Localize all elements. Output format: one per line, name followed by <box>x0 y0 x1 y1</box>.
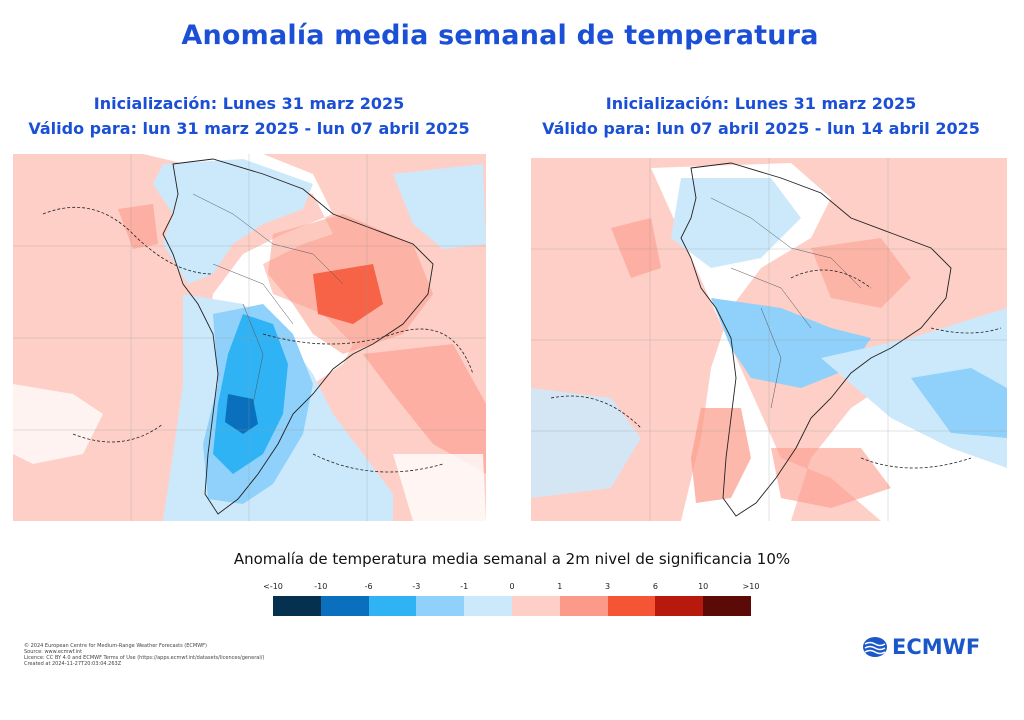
ecmwf-logo[interactable]: ECMWF <box>862 634 980 660</box>
legend-tick-label: -3 <box>412 582 421 591</box>
legend-swatch <box>368 596 417 616</box>
neutral-area-pacific <box>13 384 103 464</box>
credits: © 2024 European Centre for Medium-Range … <box>24 643 264 667</box>
legend-tick-label: <-10 <box>263 582 283 591</box>
legend-swatch <box>655 596 704 616</box>
ecmwf-logo-text: ECMWF <box>892 635 981 659</box>
significance-contours <box>550 269 1002 469</box>
warm-area-south-atlantic <box>771 448 891 508</box>
legend-tick-label: 6 <box>652 582 658 591</box>
cool-area-pacific <box>531 388 641 498</box>
panel-2-valid: Válido para: lun 07 abril 2025 - lun 14 … <box>542 119 980 138</box>
warm-area-atlantic <box>363 344 486 474</box>
ecmwf-logo-icon <box>863 637 887 657</box>
legend-tick-label: 10 <box>698 582 709 591</box>
map-grid <box>13 154 486 521</box>
legend-swatch <box>559 596 608 616</box>
warm-area-patagonia <box>691 408 751 503</box>
country-borders <box>192 193 344 405</box>
hot-area-brazil <box>313 264 383 324</box>
legend-swatch <box>273 596 321 616</box>
legend-labels: <-10 -10 -6 -3 -1 0 1 3 6 10 >10 <box>263 582 759 594</box>
neutral-area-sw-atlantic <box>393 454 486 521</box>
warm-area-pacific <box>611 218 661 278</box>
legend-tick-label: -10 <box>314 582 328 591</box>
legend-swatch <box>511 596 560 616</box>
legend-colorbar <box>273 596 751 616</box>
anomaly-map-week-1 <box>13 154 486 521</box>
legend-swatch <box>607 596 656 616</box>
significance-contours <box>42 206 474 473</box>
legend-tick-label: 0 <box>509 582 515 591</box>
legend-tick-label: -1 <box>460 582 469 591</box>
cool-area-north <box>153 159 313 284</box>
legend-title: Anomalía de temperatura media semanal a … <box>233 550 791 568</box>
credit-line: Licence: CC BY 4.0 and ECMWF Terms of Us… <box>24 655 265 661</box>
credit-line: Created at 2024-11-27T20:03:04.263Z <box>24 661 122 667</box>
credit-line: © 2024 European Centre for Medium-Range … <box>24 643 207 649</box>
panel-1-init: Inicialización: Lunes 31 marz 2025 <box>93 94 405 113</box>
legend-swatch <box>320 596 369 616</box>
cold-area-argentina <box>213 314 288 474</box>
map-week-1-svg <box>13 154 486 521</box>
panel-2-init: Inicialización: Lunes 31 marz 2025 <box>605 94 917 113</box>
warm-area-pacific <box>118 204 158 249</box>
anomaly-map-week-2 <box>531 158 1007 521</box>
south-america-outline <box>680 162 952 517</box>
warm-area-brazil <box>811 238 911 308</box>
map-grid <box>531 158 1007 521</box>
credit-line: Source: www.ecmwf.int <box>24 649 83 655</box>
cool-area-atlantic-north <box>393 164 486 249</box>
panel-2-header: Inicialización: Lunes 31 marz 2025 Válid… <box>522 91 1000 141</box>
cool-area-north <box>671 178 801 268</box>
panel-1-valid: Válido para: lun 31 marz 2025 - lun 07 a… <box>28 119 470 138</box>
legend-swatch <box>464 596 512 616</box>
page-title: Anomalía media semanal de temperatura <box>181 20 819 51</box>
legend-swatch <box>703 596 751 616</box>
legend-tick-label: >10 <box>742 582 760 591</box>
panel-1-header: Inicialización: Lunes 31 marz 2025 Válid… <box>10 91 488 141</box>
very-cold-area <box>225 394 258 434</box>
legend-tick-label: 1 <box>557 582 563 591</box>
south-america-outline <box>162 158 434 515</box>
country-borders <box>710 197 862 409</box>
legend-tick-label: -6 <box>364 582 373 591</box>
legend-tick-label: 3 <box>605 582 611 591</box>
cool-area-atlantic-core <box>911 368 1007 438</box>
legend-swatch <box>416 596 465 616</box>
map-week-2-svg <box>531 158 1007 521</box>
